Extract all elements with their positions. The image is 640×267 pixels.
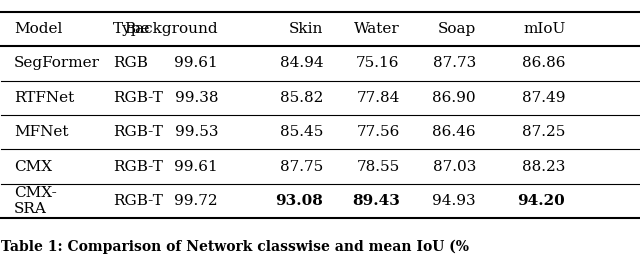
Text: 99.53: 99.53: [175, 125, 218, 139]
Text: RTFNet: RTFNet: [14, 91, 74, 105]
Text: 84.94: 84.94: [280, 57, 323, 70]
Text: 87.49: 87.49: [522, 91, 565, 105]
Text: Table 1: Comparison of Network classwise and mean IoU (%: Table 1: Comparison of Network classwise…: [1, 240, 469, 254]
Text: 87.75: 87.75: [280, 159, 323, 174]
Text: RGB-T: RGB-T: [113, 91, 163, 105]
Text: Soap: Soap: [438, 22, 476, 36]
Text: Model: Model: [14, 22, 63, 36]
Text: mIoU: mIoU: [523, 22, 565, 36]
Text: 99.38: 99.38: [175, 91, 218, 105]
Text: 87.73: 87.73: [433, 57, 476, 70]
Text: Skin: Skin: [289, 22, 323, 36]
Text: 88.23: 88.23: [522, 159, 565, 174]
Text: 86.90: 86.90: [433, 91, 476, 105]
Text: 75.16: 75.16: [356, 57, 399, 70]
Text: 86.86: 86.86: [522, 57, 565, 70]
Text: 85.45: 85.45: [280, 125, 323, 139]
Text: 99.61: 99.61: [174, 159, 218, 174]
Text: 89.43: 89.43: [352, 194, 399, 208]
Text: 85.82: 85.82: [280, 91, 323, 105]
Text: 87.25: 87.25: [522, 125, 565, 139]
Text: 99.72: 99.72: [175, 194, 218, 208]
Text: 78.55: 78.55: [356, 159, 399, 174]
Text: 99.61: 99.61: [174, 57, 218, 70]
Text: CMX: CMX: [14, 159, 52, 174]
Text: CMX-
SRA: CMX- SRA: [14, 186, 57, 216]
Text: 94.20: 94.20: [518, 194, 565, 208]
Text: 87.03: 87.03: [433, 159, 476, 174]
Text: 77.56: 77.56: [356, 125, 399, 139]
Text: MFNet: MFNet: [14, 125, 68, 139]
Text: 93.08: 93.08: [275, 194, 323, 208]
Text: RGB-T: RGB-T: [113, 125, 163, 139]
Text: RGB: RGB: [113, 57, 148, 70]
Text: RGB-T: RGB-T: [113, 194, 163, 208]
Text: Type: Type: [113, 22, 150, 36]
Text: Water: Water: [354, 22, 399, 36]
Text: RGB-T: RGB-T: [113, 159, 163, 174]
Text: SegFormer: SegFormer: [14, 57, 100, 70]
Text: 77.84: 77.84: [356, 91, 399, 105]
Text: 94.93: 94.93: [433, 194, 476, 208]
Text: 86.46: 86.46: [433, 125, 476, 139]
Text: Background: Background: [124, 22, 218, 36]
